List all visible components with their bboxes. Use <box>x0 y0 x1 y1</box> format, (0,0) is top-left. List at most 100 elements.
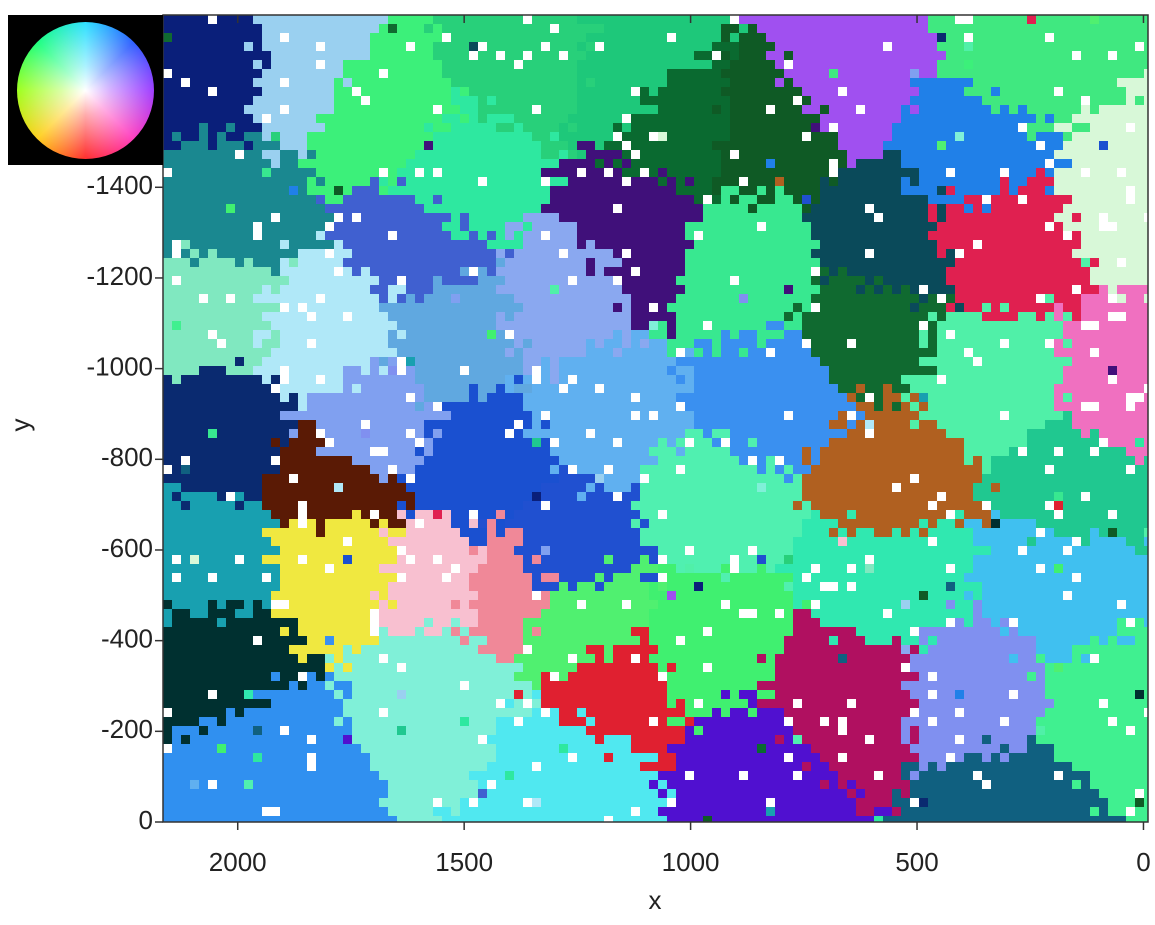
grain <box>550 501 631 510</box>
grain <box>352 384 361 393</box>
grain <box>541 420 550 429</box>
grain <box>163 285 262 294</box>
grain <box>1036 312 1045 321</box>
grain <box>757 465 766 474</box>
grain <box>442 402 523 411</box>
grain <box>163 33 172 42</box>
grain <box>433 24 442 33</box>
grain <box>451 294 460 303</box>
grain <box>1009 753 1054 762</box>
grain <box>163 177 307 186</box>
grain <box>568 753 577 762</box>
grain <box>595 258 622 267</box>
grain <box>577 753 604 762</box>
grain <box>649 618 793 627</box>
grain <box>1027 15 1036 24</box>
grain <box>298 303 307 312</box>
grain <box>1009 690 1018 699</box>
grain <box>541 366 550 375</box>
grain <box>451 600 460 609</box>
grain <box>415 375 505 384</box>
grain <box>442 69 577 78</box>
grain <box>1045 222 1054 231</box>
grain <box>379 636 460 645</box>
grain <box>253 753 262 762</box>
grain <box>856 780 910 789</box>
grain <box>190 456 271 465</box>
grain <box>163 411 280 420</box>
grain <box>622 348 667 357</box>
grain <box>559 744 568 753</box>
grain <box>262 168 271 177</box>
grain <box>172 492 181 501</box>
grain <box>262 42 316 51</box>
grain <box>685 564 694 573</box>
grain <box>550 366 559 375</box>
grain <box>406 393 415 402</box>
grain <box>802 213 874 222</box>
y-tick-label: 0 <box>139 805 153 835</box>
grain <box>1000 105 1009 114</box>
grain <box>1063 492 1081 501</box>
grain <box>523 699 532 708</box>
grain <box>1000 303 1009 312</box>
grain <box>820 195 928 204</box>
grain <box>433 447 550 456</box>
grain <box>694 699 703 708</box>
grain <box>1090 528 1099 537</box>
grain <box>172 132 181 141</box>
grain <box>541 411 550 420</box>
grain <box>1081 294 1108 303</box>
grain <box>982 600 1117 609</box>
grain <box>694 717 784 726</box>
grain <box>793 546 991 555</box>
grain <box>370 429 406 438</box>
grain <box>577 105 658 114</box>
grain <box>550 591 649 600</box>
grain <box>649 447 676 456</box>
grain <box>163 258 190 267</box>
grain <box>1054 213 1072 222</box>
grain <box>262 312 307 321</box>
grain <box>847 537 928 546</box>
grain <box>280 582 388 591</box>
grain <box>793 555 865 564</box>
grain <box>973 528 1036 537</box>
grain <box>910 420 919 429</box>
grain <box>226 600 244 609</box>
grain <box>163 348 271 357</box>
grain <box>550 357 559 366</box>
grain <box>523 429 586 438</box>
grain <box>451 519 469 528</box>
grain <box>937 69 1144 78</box>
grain <box>829 168 838 177</box>
grain <box>586 726 685 735</box>
grain <box>1135 96 1144 105</box>
grain <box>415 393 424 402</box>
grain <box>955 186 1000 195</box>
grain <box>505 510 514 519</box>
grain <box>676 330 721 339</box>
grain <box>280 258 289 267</box>
grain <box>199 717 217 726</box>
grain <box>694 420 829 429</box>
grain <box>685 735 775 744</box>
grain <box>937 312 946 321</box>
grain <box>838 132 892 141</box>
grain <box>577 96 640 105</box>
grain <box>676 321 703 330</box>
grain <box>739 555 757 564</box>
grain <box>964 33 973 42</box>
grain <box>928 195 964 204</box>
grain <box>748 456 757 465</box>
grain <box>442 60 514 69</box>
grain <box>685 447 730 456</box>
grain <box>694 411 784 420</box>
grain <box>793 195 802 204</box>
grain <box>586 168 604 177</box>
grain <box>604 753 613 762</box>
grain <box>973 564 1036 573</box>
grain <box>1018 618 1117 627</box>
grain <box>505 699 514 708</box>
grain <box>802 204 811 213</box>
